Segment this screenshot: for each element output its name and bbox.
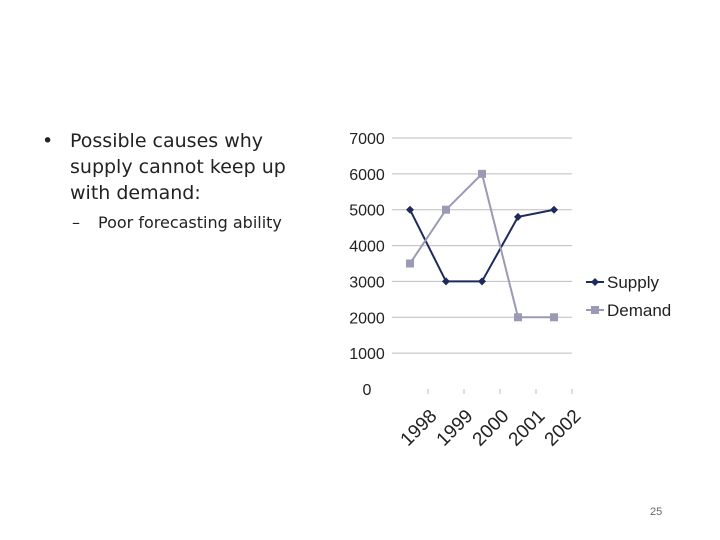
data-point-supply bbox=[442, 277, 450, 286]
line-chart: 0100020003000400050006000700019981999200… bbox=[349, 131, 671, 451]
x-tick-label: 2000 bbox=[469, 406, 514, 451]
y-tick-label: 2000 bbox=[349, 310, 385, 327]
y-tick-label: 6000 bbox=[349, 167, 385, 184]
sub-bullet-text: Poor forecasting ability bbox=[98, 213, 282, 232]
y-tick-label: 4000 bbox=[349, 239, 385, 256]
page-number: 25 bbox=[650, 506, 663, 518]
y-tick-label: 5000 bbox=[349, 203, 385, 220]
data-point-demand bbox=[442, 205, 450, 214]
data-point-demand bbox=[514, 313, 522, 322]
data-point-supply bbox=[550, 205, 558, 214]
y-tick-label: 3000 bbox=[349, 274, 385, 291]
bullet-text: Possible causes why supply cannot keep u… bbox=[70, 130, 286, 204]
data-point-demand bbox=[478, 169, 486, 178]
data-point-demand bbox=[406, 259, 414, 268]
sub-bullet-item: – Poor forecasting ability bbox=[40, 212, 330, 234]
legend-label-demand: Demand bbox=[607, 301, 671, 320]
data-point-supply bbox=[406, 205, 414, 214]
bullet-marker: • bbox=[42, 130, 54, 152]
x-tick-label: 2001 bbox=[505, 406, 550, 451]
data-point-demand bbox=[550, 313, 558, 322]
bullet-item: • Possible causes why supply cannot keep… bbox=[40, 128, 330, 206]
data-point-supply bbox=[478, 277, 486, 286]
x-tick-label: 1999 bbox=[433, 406, 478, 451]
x-tick-label: 2002 bbox=[541, 406, 586, 451]
x-tick-label: 1998 bbox=[397, 406, 442, 451]
bullet-list: • Possible causes why supply cannot keep… bbox=[40, 128, 330, 234]
y-tick-label: 7000 bbox=[349, 131, 385, 148]
y-tick-label: 0 bbox=[363, 382, 372, 399]
legend-marker-supply bbox=[591, 278, 599, 286]
legend-marker-demand bbox=[591, 306, 599, 314]
sub-bullet-marker: – bbox=[72, 213, 80, 232]
y-tick-label: 1000 bbox=[349, 346, 385, 363]
data-point-supply bbox=[514, 212, 522, 221]
legend-label-supply: Supply bbox=[607, 273, 659, 292]
